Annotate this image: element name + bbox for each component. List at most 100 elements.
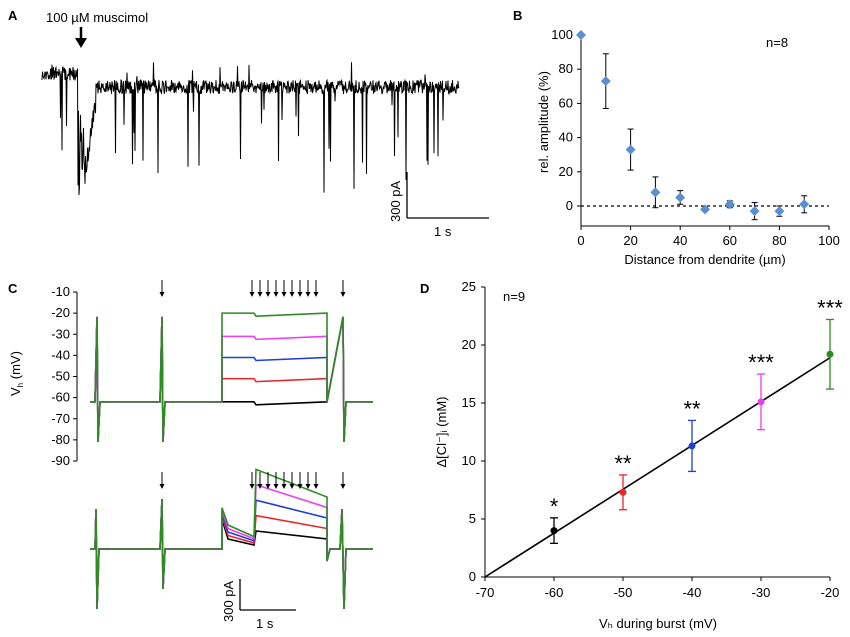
panel-d-y-tick-label: 15	[462, 395, 476, 410]
panel-c-y-tick-label: -10	[51, 284, 70, 299]
down-arrow-head-icon	[257, 292, 263, 297]
panel-d-x-tick-label: -50	[614, 585, 633, 600]
panel-b-y-tick-label: 60	[559, 95, 573, 110]
panel-d-n-label: n=9	[503, 289, 525, 304]
panel-c-current-traces	[90, 468, 373, 610]
panel-d-y-tick-label: 5	[469, 511, 476, 526]
panel-b-data-point	[774, 206, 785, 217]
down-arrow-head-icon	[281, 292, 287, 297]
panel-c-y-tick-label: -30	[51, 326, 70, 341]
drug-arrow-icon	[75, 27, 87, 48]
panel-b-x-tick-label: 20	[623, 233, 637, 248]
scale-time-label-a: 1 s	[434, 224, 452, 239]
panel-d-marks: ***********	[484, 295, 843, 578]
down-arrow-head-icon	[249, 484, 255, 489]
panel-c-voltage-traces	[90, 312, 373, 442]
down-arrow-head-icon	[159, 292, 165, 297]
down-arrow-head-icon	[305, 484, 311, 489]
panel-c-letter: C	[8, 281, 18, 296]
down-arrow-head-icon	[257, 484, 263, 489]
panel-b-marks	[576, 30, 810, 221]
panel-b: B n=8 Distance from dendrite (µm) rel. a…	[513, 8, 840, 267]
scale-current-label-a: 300 pA	[388, 180, 403, 222]
panel-b-data-point	[799, 199, 810, 210]
panel-d-data-point	[619, 488, 627, 496]
panel-b-y-tick-label: 20	[559, 164, 573, 179]
panel-d-fit-line	[484, 357, 831, 578]
panel-b-n-label: n=8	[766, 35, 788, 50]
panel-b-y-tick-label: 80	[559, 61, 573, 76]
down-arrow-head-icon	[340, 484, 346, 489]
panel-b-data-point	[625, 144, 636, 155]
down-arrow-head-icon	[305, 292, 311, 297]
panel-d-ylabel: Δ[Cl⁻]ᵢ (mM)	[434, 396, 449, 467]
panel-c-y-tick-label: -40	[51, 347, 70, 362]
panel-d-data-point	[826, 350, 834, 358]
panel-b-data-point	[749, 206, 760, 217]
down-arrow-head-icon	[273, 484, 279, 489]
scale-bar-c: 300 pA 1 s	[221, 579, 296, 631]
down-arrow-head-icon	[289, 484, 295, 489]
panel-b-ylabel: rel. amplitude (%)	[536, 71, 551, 173]
panel-c-axes: -90 -80 -70 -60 -50 -40 -30 -20 -10	[51, 284, 78, 468]
panel-b-axes: 0 20 40 60 80 100 0 20 40 60 80 100	[551, 27, 840, 248]
panel-b-y-tick-label: 40	[559, 130, 573, 145]
down-arrow-head-icon	[297, 484, 303, 489]
panel-b-data-point	[650, 187, 661, 198]
panel-b-letter: B	[513, 8, 522, 23]
down-arrow-head-icon	[313, 484, 319, 489]
panel-b-x-tick-label: 80	[772, 233, 786, 248]
panel-d-axes: 0 5 10 15 20 25 -70 -60 -50 -40 -30 -20	[462, 279, 840, 600]
panel-d-significance-label: ***	[817, 295, 843, 320]
panel-c-ylabel: Vh (mV)	[8, 351, 25, 396]
panel-c-ylabel-main: V	[8, 387, 23, 396]
panel-b-y-tick-label: 0	[566, 198, 573, 213]
panel-d-data-point	[688, 442, 696, 450]
panel-d-x-tick-label: -40	[683, 585, 702, 600]
panel-b-data-point	[675, 192, 686, 203]
panel-d-significance-label: **	[614, 451, 632, 476]
panel-c-ylabel-unit: (mV)	[8, 351, 23, 383]
panel-c-y-tick-label: -90	[51, 453, 70, 468]
scale-time-label-c: 1 s	[256, 616, 274, 631]
panel-d-significance-label: ***	[748, 350, 774, 375]
panel-c-y-tick-label: -20	[51, 305, 70, 320]
down-arrow-head-icon	[273, 292, 279, 297]
drug-application-label: 100 µM muscimol	[46, 10, 148, 25]
panel-a: A 100 µM muscimol 300 pA 1 s	[8, 8, 489, 239]
scale-current-label-c: 300 pA	[221, 580, 236, 622]
panel-b-y-tick-label: 100	[551, 27, 573, 42]
down-arrow-head-icon	[340, 292, 346, 297]
down-arrow-head-icon	[313, 292, 319, 297]
down-arrow-head-icon	[249, 292, 255, 297]
panel-c-y-tick-label: -80	[51, 432, 70, 447]
scale-bar-a: 300 pA 1 s	[388, 172, 489, 239]
panel-c-stimulus-arrows	[159, 280, 346, 489]
current-trace	[41, 62, 460, 196]
panel-d-y-tick-label: 0	[469, 569, 476, 584]
panel-b-x-tick-label: 60	[723, 233, 737, 248]
down-arrow-head-icon	[281, 484, 287, 489]
panel-b-x-tick-label: 100	[818, 233, 840, 248]
panel-b-data-point	[724, 199, 735, 210]
panel-d-significance-label: *	[550, 494, 559, 519]
panel-b-xlabel: Distance from dendrite (µm)	[624, 252, 785, 267]
panel-d-data-point	[757, 398, 765, 406]
panel-d-y-tick-label: 25	[462, 279, 476, 294]
panel-d-significance-label: **	[683, 396, 701, 421]
panel-c-y-tick-label: -50	[51, 369, 70, 384]
panel-a-letter: A	[8, 8, 18, 23]
panel-d-x-tick-label: -70	[476, 585, 495, 600]
panel-d-x-tick-label: -20	[821, 585, 840, 600]
panel-d-y-tick-label: 20	[462, 337, 476, 352]
panel-d-y-tick-label: 10	[462, 453, 476, 468]
panel-d-x-tick-label: -30	[752, 585, 771, 600]
panel-c-current-trace	[90, 468, 373, 610]
panel-d: D n=9 Δ[Cl⁻]ᵢ (mM) Vₕ during burst (mV) …	[420, 279, 843, 631]
panel-c-y-tick-label: -70	[51, 411, 70, 426]
panel-d-data-point	[550, 527, 558, 535]
panel-b-data-point	[576, 30, 586, 40]
panel-d-letter: D	[420, 281, 429, 296]
down-arrow-head-icon	[159, 484, 165, 489]
